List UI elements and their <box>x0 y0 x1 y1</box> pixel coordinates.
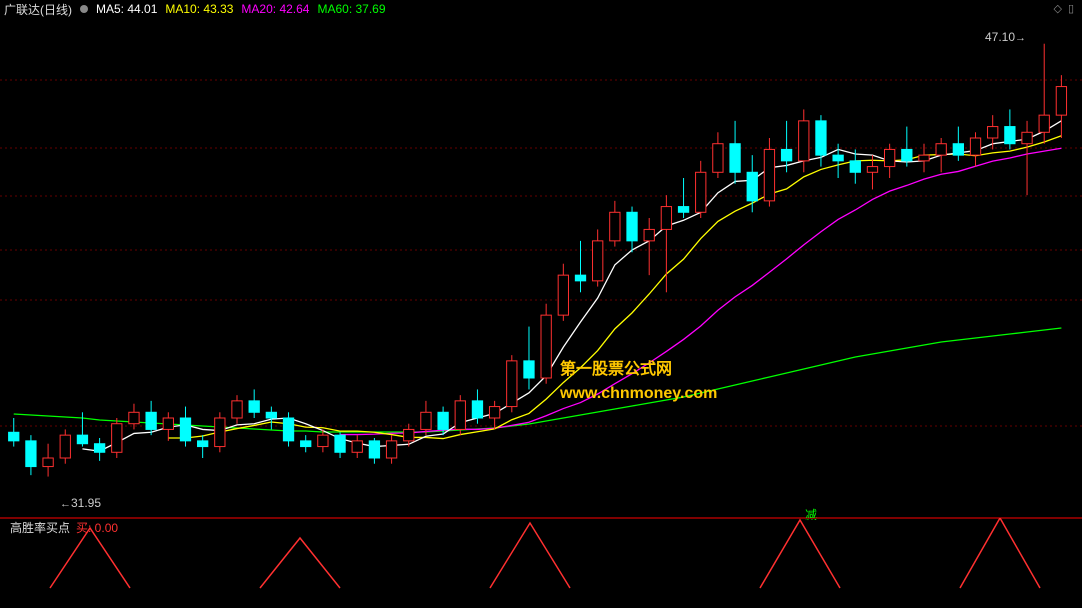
watermark: 第一股票公式网 www.chnmoney.com <box>560 358 717 406</box>
header-dot-icon <box>80 5 88 13</box>
watermark-line1: 第一股票公式网 <box>560 358 717 382</box>
ma10-label: MA10: 43.33 <box>165 2 233 16</box>
ma60-label: MA60: 37.69 <box>317 2 385 16</box>
stock-name-label: 广联达(日线) <box>4 1 72 18</box>
chart-header: 广联达(日线) MA5: 44.01 MA10: 43.33 MA20: 42.… <box>0 0 1082 18</box>
watermark-line2: www.chnmoney.com <box>560 382 717 406</box>
indicator-panel[interactable]: 高胜率买点 买: 0.00 <box>0 518 1082 608</box>
candlestick-chart[interactable]: 47.10→ ←31.95 第一股票公式网 www.chnmoney.com 减 <box>0 18 1082 518</box>
ma20-label: MA20: 42.64 <box>241 2 309 16</box>
indicator-svg <box>0 518 1082 590</box>
ma5-label: MA5: 44.01 <box>96 2 157 16</box>
chart-svg <box>0 18 1082 518</box>
price-low-label: ←31.95 <box>60 496 101 510</box>
price-high-label: 47.10→ <box>985 30 1026 44</box>
